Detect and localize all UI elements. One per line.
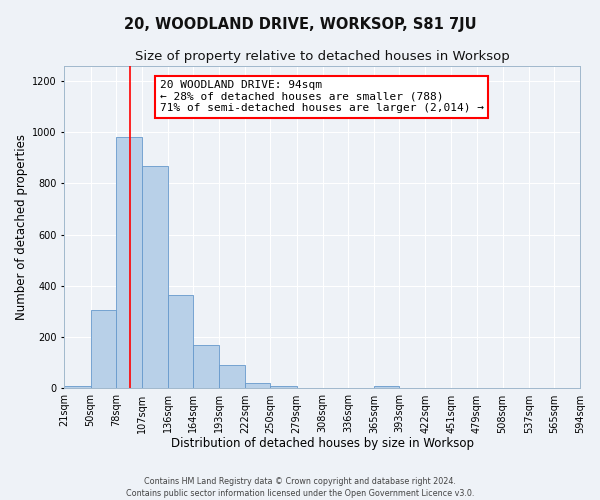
X-axis label: Distribution of detached houses by size in Worksop: Distribution of detached houses by size … (171, 437, 474, 450)
Y-axis label: Number of detached properties: Number of detached properties (15, 134, 28, 320)
Text: 20, WOODLAND DRIVE, WORKSOP, S81 7JU: 20, WOODLAND DRIVE, WORKSOP, S81 7JU (124, 18, 476, 32)
Bar (142, 166, 168, 388)
Bar (219, 366, 245, 388)
Text: 20 WOODLAND DRIVE: 94sqm
← 28% of detached houses are smaller (788)
71% of semi-: 20 WOODLAND DRIVE: 94sqm ← 28% of detach… (160, 80, 484, 114)
Bar (116, 138, 142, 388)
Bar (168, 295, 193, 388)
Bar (91, 310, 116, 388)
Title: Size of property relative to detached houses in Worksop: Size of property relative to detached ho… (135, 50, 509, 63)
Bar (374, 386, 399, 388)
Bar (245, 383, 271, 388)
Bar (271, 386, 296, 388)
Text: Contains HM Land Registry data © Crown copyright and database right 2024.
Contai: Contains HM Land Registry data © Crown c… (126, 476, 474, 498)
Bar (193, 345, 219, 389)
Bar (64, 386, 91, 388)
